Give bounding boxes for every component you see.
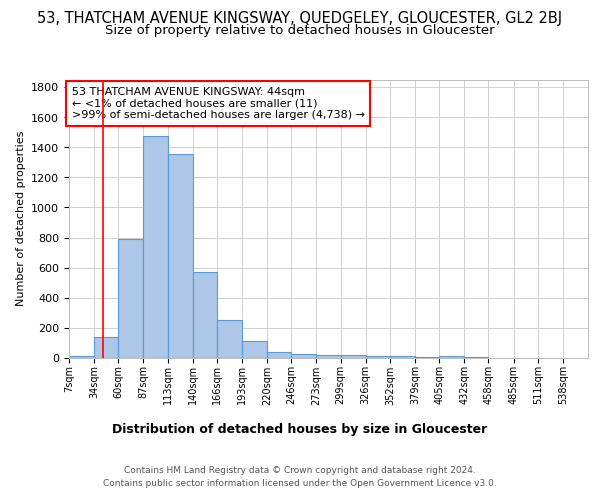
Bar	[366, 356, 390, 358]
Bar	[143, 136, 167, 358]
Bar	[439, 356, 464, 358]
Bar	[118, 239, 143, 358]
Bar	[242, 341, 267, 357]
Bar	[217, 320, 242, 358]
Text: Contains HM Land Registry data © Crown copyright and database right 2024.: Contains HM Land Registry data © Crown c…	[124, 466, 476, 475]
Text: Distribution of detached houses by size in Gloucester: Distribution of detached houses by size …	[112, 422, 488, 436]
Bar	[94, 338, 118, 357]
Bar	[291, 354, 316, 358]
Bar	[341, 356, 366, 358]
Y-axis label: Number of detached properties: Number of detached properties	[16, 131, 26, 306]
Bar	[267, 352, 291, 358]
Text: Contains public sector information licensed under the Open Government Licence v3: Contains public sector information licen…	[103, 479, 497, 488]
Text: 53 THATCHAM AVENUE KINGSWAY: 44sqm
← <1% of detached houses are smaller (11)
>99: 53 THATCHAM AVENUE KINGSWAY: 44sqm ← <1%…	[71, 87, 365, 120]
Bar	[167, 154, 193, 358]
Text: 53, THATCHAM AVENUE KINGSWAY, QUEDGELEY, GLOUCESTER, GL2 2BJ: 53, THATCHAM AVENUE KINGSWAY, QUEDGELEY,…	[37, 11, 563, 26]
Text: Size of property relative to detached houses in Gloucester: Size of property relative to detached ho…	[105, 24, 495, 37]
Bar	[193, 272, 217, 358]
Bar	[69, 356, 94, 358]
Bar	[316, 356, 341, 358]
Bar	[390, 356, 415, 358]
